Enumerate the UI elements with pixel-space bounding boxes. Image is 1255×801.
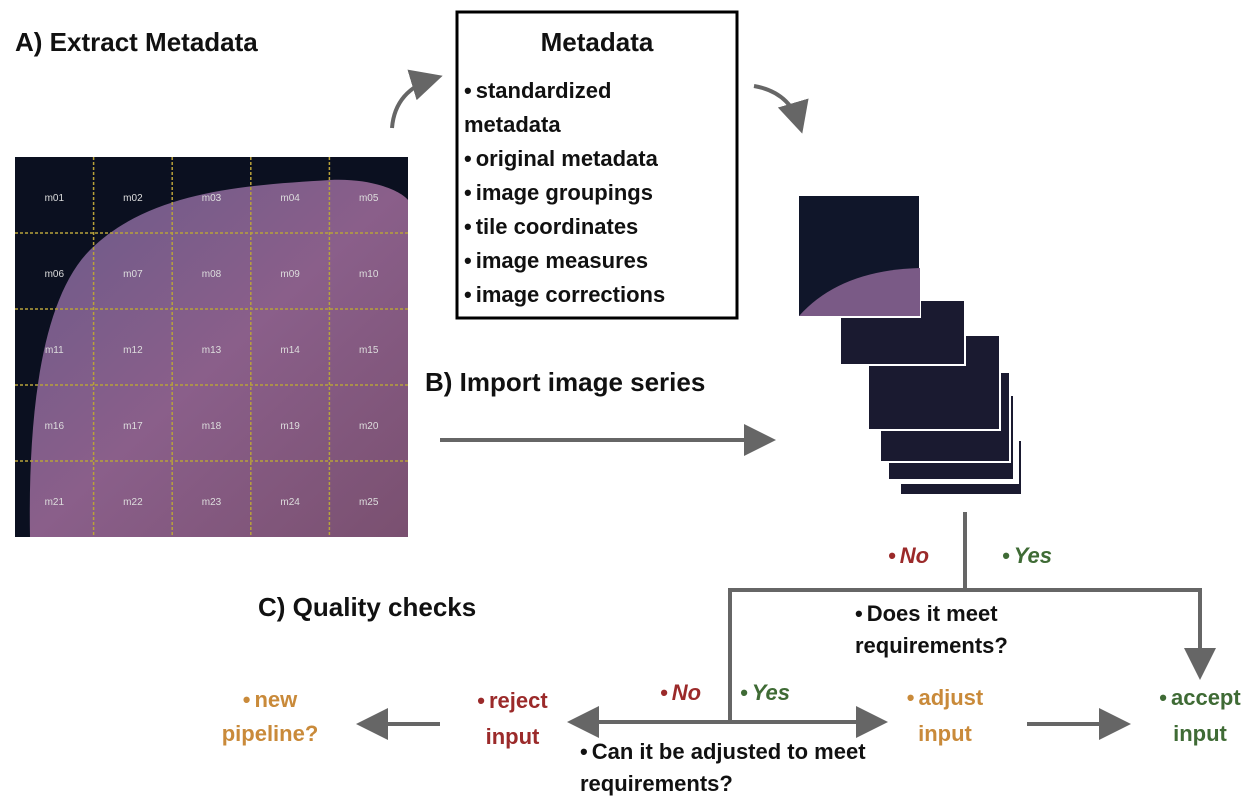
section-title: C) Quality checks <box>258 592 476 623</box>
curved-arrow <box>754 86 800 126</box>
tile-label: m18 <box>202 421 222 432</box>
list-item: standardized metadata <box>464 74 669 142</box>
tile-label: m24 <box>280 497 300 508</box>
tile-label: m04 <box>280 193 300 204</box>
image-stack <box>798 195 1022 495</box>
no-label: No <box>660 680 701 706</box>
outcome: reject input <box>455 683 570 755</box>
yes-label: Yes <box>740 680 790 706</box>
tile-label: m19 <box>280 421 300 432</box>
tile-label: m25 <box>359 497 379 508</box>
tile-label: m06 <box>45 269 65 280</box>
tile-label: m12 <box>123 345 143 356</box>
box-title: Metadata <box>457 27 737 58</box>
list-item: image corrections <box>464 278 669 312</box>
outcome: new pipeline? <box>200 683 340 751</box>
tile-label: m17 <box>123 421 143 432</box>
section-title: A) Extract Metadata <box>15 27 258 58</box>
diagram: m01 m02 m03 m04 m05 m06 m07 m08 m09 m10 m11 m12 m13 m… <box>0 0 1255 801</box>
curved-arrow <box>392 78 435 128</box>
tile-label: m09 <box>280 269 300 280</box>
tile-label: m20 <box>359 421 379 432</box>
tile-label: m22 <box>123 497 143 508</box>
list-item: image groupings <box>464 176 669 210</box>
section-title: B) Import image series <box>425 367 705 398</box>
list-item: tile coordinates <box>464 210 669 244</box>
yes-label: Yes <box>1002 543 1052 569</box>
tile-label: m05 <box>359 193 379 204</box>
tile-label: m08 <box>202 269 222 280</box>
tile-label: m14 <box>280 345 300 356</box>
tile-label: m07 <box>123 269 143 280</box>
tile-label: m10 <box>359 269 379 280</box>
tile-label: m03 <box>202 193 222 204</box>
tile-label: m16 <box>45 421 65 432</box>
tile-label: m21 <box>45 497 65 508</box>
no-label: No <box>888 543 929 569</box>
tile-label: m01 <box>45 193 65 204</box>
tile-label: m02 <box>123 193 143 204</box>
outcome: accept input <box>1145 680 1255 752</box>
tile-label: m23 <box>202 497 222 508</box>
tile-label: m15 <box>359 345 379 356</box>
tile-label: m13 <box>202 345 222 356</box>
tile-label: m11 <box>45 345 64 356</box>
list-item: original metadata <box>464 142 669 176</box>
list-item: image measures <box>464 244 669 278</box>
outcome: adjust input <box>895 680 995 752</box>
question: Can it be adjusted to meet requirements? <box>580 736 870 800</box>
question: Does it meet requirements? <box>855 598 1055 662</box>
